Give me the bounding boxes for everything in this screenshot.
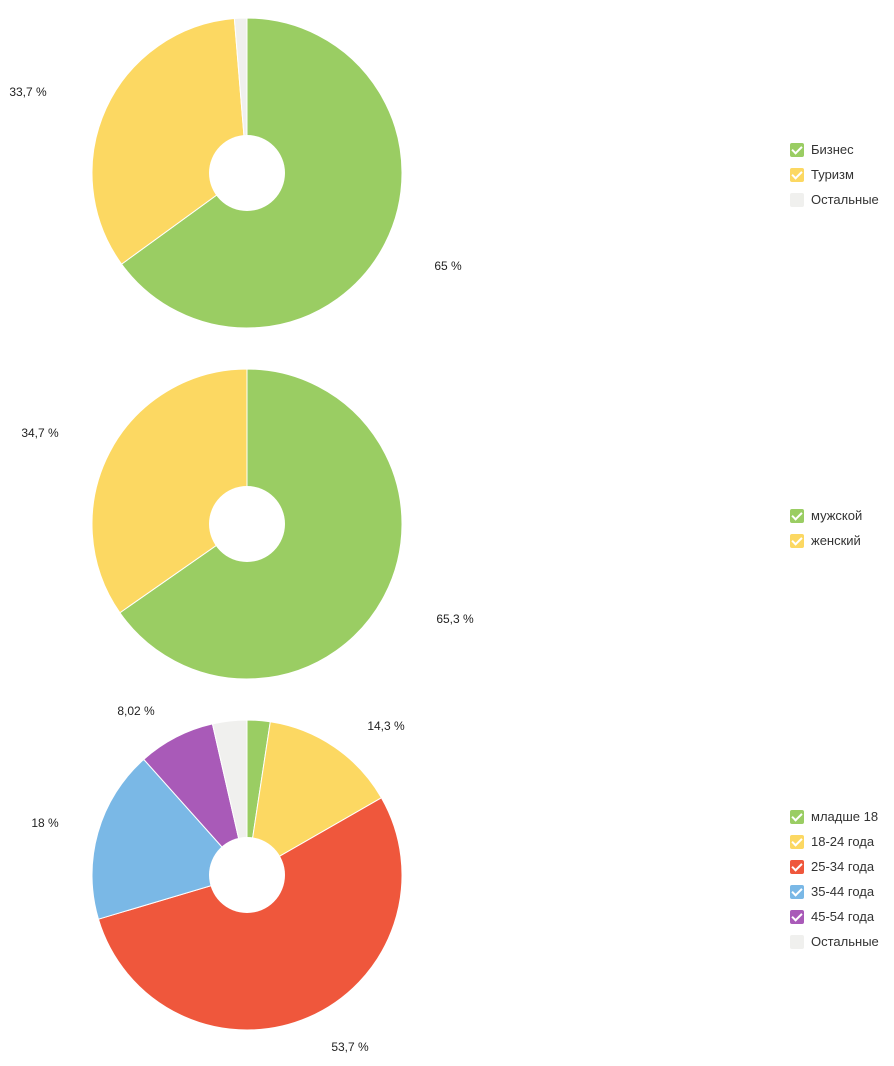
legend-label: 18-24 года <box>811 834 875 849</box>
pie-1-legend-item-2[interactable]: Туризм <box>790 162 879 187</box>
pie-3-slice-3[interactable] <box>97 797 403 1031</box>
checkbox-checked-icon[interactable] <box>790 884 804 899</box>
legend-label: Остальные <box>811 192 879 207</box>
pie-3-legend-item-1[interactable]: младше 18 <box>790 804 879 829</box>
pie-2-center-hole <box>209 486 285 562</box>
pie-2-legend-item-1[interactable]: мужской <box>790 503 862 528</box>
pie-1-data-label-2: 33,7 % <box>9 85 47 99</box>
checkbox-checked-icon[interactable] <box>790 834 804 849</box>
checkbox-checked-icon[interactable] <box>790 909 804 924</box>
checkbox-unchecked-icon[interactable] <box>790 934 804 949</box>
checkbox-checked-icon[interactable] <box>790 142 804 157</box>
legend-label: Бизнес <box>811 142 854 157</box>
legend-label: женский <box>811 533 861 548</box>
pie-2-legend: мужской женский <box>790 503 862 553</box>
pie-3-legend-item-5[interactable]: 45-54 года <box>790 904 879 929</box>
legend-label: 25-34 года <box>811 859 875 874</box>
pie-3-data-label-2: 53,7 % <box>331 1040 369 1054</box>
checkbox-checked-icon[interactable] <box>790 859 804 874</box>
pie-3-legend-item-6[interactable]: Остальные <box>790 929 879 954</box>
pie-2-legend-item-2[interactable]: женский <box>790 528 862 553</box>
legend-label: Остальные <box>811 934 879 949</box>
pie-chart-2 <box>91 368 403 680</box>
pie-3-slice-4[interactable] <box>91 758 248 920</box>
pie-1-slice-3[interactable] <box>233 17 248 174</box>
legend-label: младше 18 <box>811 809 879 824</box>
pie-3-center-hole <box>209 837 285 913</box>
pie-2-slice-2[interactable] <box>91 368 248 614</box>
checkbox-checked-icon[interactable] <box>790 167 804 182</box>
pie-3-slice-2[interactable] <box>246 721 383 876</box>
pie-3-data-label-4: 8,02 % <box>117 704 155 718</box>
pie-1-data-label-1: 65 % <box>434 259 462 273</box>
legend-label: Туризм <box>811 167 854 182</box>
pie-3-data-label-3: 18 % <box>31 816 59 830</box>
pie-3-data-label-1: 14,3 % <box>367 719 405 733</box>
pie-2-data-label-2: 34,7 % <box>21 426 59 440</box>
pie-3-legend: младше 18 18-24 года 25-34 года 35-44 года 4… <box>790 804 879 954</box>
pie-chart-1 <box>91 17 403 329</box>
pie-chart-3 <box>91 719 403 1031</box>
pie-1-center-hole <box>209 135 285 211</box>
pie-1-legend-item-1[interactable]: Бизнес <box>790 137 879 162</box>
pie-1-slice-2[interactable] <box>91 17 248 265</box>
legend-label: мужской <box>811 508 863 523</box>
pie-3-legend-item-2[interactable]: 18-24 года <box>790 829 879 854</box>
checkbox-checked-icon[interactable] <box>790 508 804 523</box>
pie-3-slice-6[interactable] <box>211 719 248 876</box>
pie-2-data-label-1: 65,3 % <box>436 612 474 626</box>
legend-label: 45-54 года <box>811 909 875 924</box>
pie-3-legend-item-3[interactable]: 25-34 года <box>790 854 879 879</box>
checkbox-checked-icon[interactable] <box>790 809 804 824</box>
pie-1-legend: Бизнес Туризм Остальные <box>790 137 879 212</box>
checkbox-unchecked-icon[interactable] <box>790 192 804 207</box>
legend-label: 35-44 года <box>811 884 875 899</box>
checkbox-checked-icon[interactable] <box>790 533 804 548</box>
pie-1-legend-item-3[interactable]: Остальные <box>790 187 879 212</box>
pie-3-legend-item-4[interactable]: 35-44 года <box>790 879 879 904</box>
